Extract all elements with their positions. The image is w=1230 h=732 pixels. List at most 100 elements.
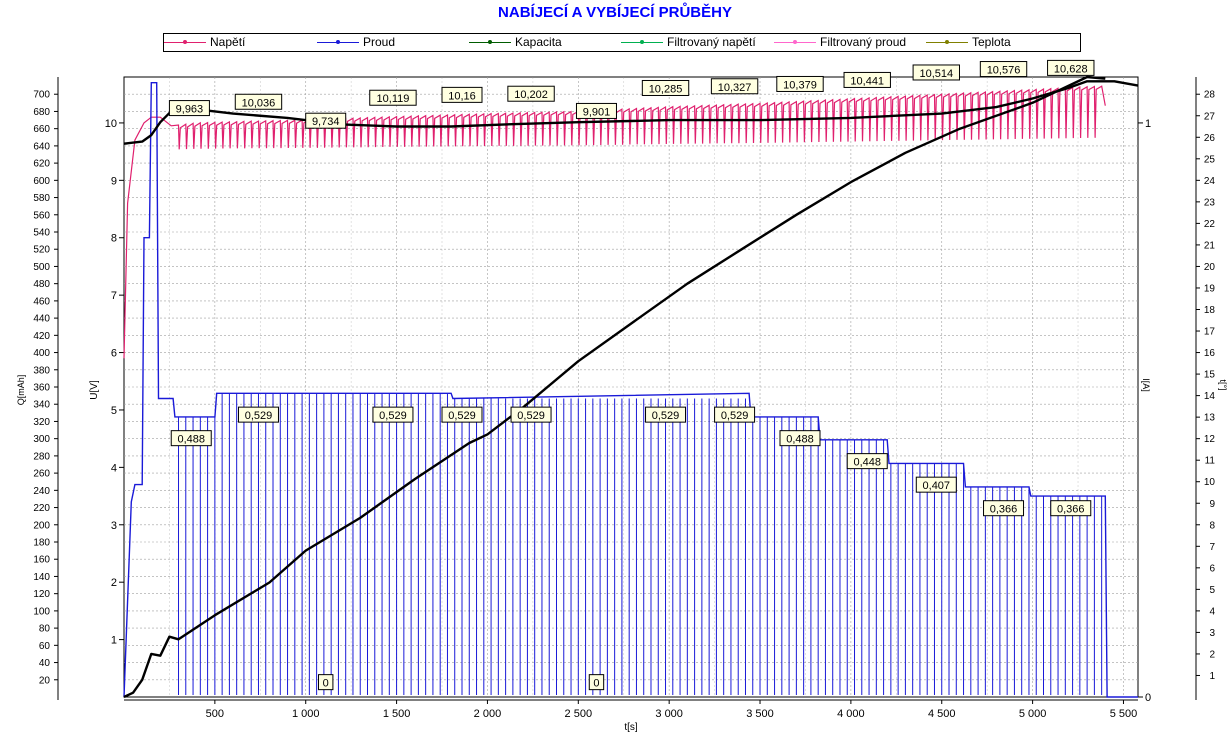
x-axis-tick-label: 2 500	[565, 708, 593, 720]
t-axis-tick-label: 24	[1204, 176, 1216, 187]
t-axis-tick-label: 14	[1204, 391, 1216, 402]
voltage-label: 10,327	[718, 82, 752, 94]
series-proud	[123, 81, 1138, 698]
q-axis-tick-label: 120	[33, 589, 50, 600]
series-proud-dropouts	[178, 393, 1103, 695]
series-teplota	[123, 80, 1139, 145]
current-label: 0,366	[990, 504, 1018, 516]
current-label: 0,488	[786, 434, 814, 446]
x-axis-title: t[s]	[624, 722, 638, 732]
voltage-label-box	[369, 89, 417, 106]
current-label: 0,366	[1057, 504, 1085, 516]
voltage-label-box	[507, 85, 555, 102]
voltage-label: 10,285	[649, 83, 683, 95]
q-axis-tick-label: 160	[33, 555, 50, 566]
voltage-label: 10,628	[1054, 63, 1088, 75]
chart-legend: Napětí Proud Kapacita Filtrovaný napětí Filt…	[163, 33, 1081, 52]
voltage-label-box	[912, 64, 960, 81]
t-axis-tick-label: 28	[1204, 90, 1216, 101]
q-axis-tick-label: 360	[33, 383, 50, 394]
current-label-box	[983, 500, 1025, 517]
chart-title: NABÍJECÍ A VYBÍJECÍ PRŮBĚHY	[498, 4, 732, 21]
q-axis-tick-label: 340	[33, 400, 50, 411]
current-label: 0,529	[652, 410, 680, 422]
q-axis-tick-label: 460	[33, 296, 50, 307]
q-axis-tick-label: 540	[33, 228, 50, 239]
q-axis-tick-label: 40	[39, 658, 51, 669]
current-label-box	[510, 406, 552, 423]
t-axis-tick-label: 13	[1204, 413, 1216, 424]
q-axis-tick-label: 700	[33, 90, 50, 101]
q-axis-tick-label: 200	[33, 520, 50, 531]
i-axis-title: I[A]	[1141, 378, 1151, 392]
t-axis-tick-label: 17	[1204, 327, 1216, 338]
x-axis-tick-label: 3 500	[746, 708, 774, 720]
q-axis-tick-label: 300	[33, 434, 50, 445]
x-axis-tick-label: 1 500	[383, 708, 411, 720]
t-axis-tick-label: 6	[1209, 563, 1215, 574]
i-axis-tick-label: 1	[1145, 118, 1151, 130]
t-axis-tick-label: 19	[1204, 283, 1216, 294]
legend-item: Filtrovaný napětí	[621, 35, 756, 50]
t-axis-tick-label: 8	[1209, 520, 1215, 531]
x-axis-tick-label: 4 500	[928, 708, 956, 720]
voltage-label-box	[979, 61, 1028, 78]
u-axis-tick-label: 7	[111, 290, 117, 302]
u-axis-tick-label: 10	[105, 118, 117, 130]
voltage-label-box	[305, 112, 347, 129]
t-axis-tick-label: 11	[1205, 456, 1216, 467]
q-axis-tick-label: 680	[33, 107, 50, 118]
t-axis-tick-label: 4	[1209, 606, 1215, 617]
voltage-label-box	[710, 78, 759, 95]
current-label-box	[779, 430, 821, 447]
q-axis-tick-label: 380	[33, 365, 50, 376]
t-axis-tick-label: 9	[1209, 499, 1215, 510]
legend-swatch	[469, 35, 511, 50]
x-axis-tick-label: 500	[206, 708, 224, 720]
current-label: 0,529	[448, 410, 476, 422]
legend-item: Filtrovaný proud	[774, 35, 906, 50]
t-axis-tick-label: 12	[1204, 434, 1216, 445]
voltage-label: 10,576	[987, 65, 1021, 77]
voltage-label: 10,16	[448, 90, 476, 102]
x-axis-tick-label: 1 000	[292, 708, 320, 720]
t-axis-tick-label: 27	[1204, 111, 1216, 122]
q-axis-tick-label: 180	[33, 538, 50, 549]
current-label: 0,529	[379, 410, 407, 422]
t-axis-tick-label: 10	[1204, 477, 1216, 488]
t-axis-title: t[°]	[1218, 379, 1228, 390]
voltage-label: 10,379	[783, 79, 817, 91]
q-axis-tick-label: 80	[39, 624, 51, 635]
t-axis-tick-label: 23	[1204, 197, 1216, 208]
q-axis-tick-label: 560	[33, 210, 50, 221]
legend-label: Filtrovaný proud	[820, 35, 907, 49]
q-axis-tick-label: 320	[33, 417, 50, 428]
t-axis-tick-label: 25	[1204, 154, 1216, 165]
series-napeti	[123, 85, 1106, 359]
legend-label: Teplota	[972, 35, 1011, 49]
t-axis-tick-label: 1	[1209, 671, 1215, 682]
t-axis-tick-label: 21	[1204, 240, 1216, 251]
current-label-box	[846, 453, 888, 470]
t-axis-tick-label: 2	[1209, 649, 1215, 660]
voltage-label: 10,119	[377, 93, 410, 105]
voltage-label-box	[441, 86, 483, 103]
u-axis-tick-label: 2	[111, 577, 117, 589]
u-axis-title: U[V]	[89, 380, 100, 400]
t-axis-tick-label: 26	[1204, 133, 1216, 144]
u-axis-tick-label: 4	[111, 462, 117, 474]
t-axis-tick-label: 5	[1209, 585, 1215, 596]
legend-item: Kapacita	[469, 35, 562, 50]
voltage-label-box	[168, 100, 210, 117]
voltage-label: 9,901	[583, 106, 611, 118]
q-axis-tick-label: 220	[33, 503, 50, 514]
q-axis-tick-label: 400	[33, 348, 50, 359]
q-axis-tick-label: 20	[39, 675, 51, 686]
q-axis-tick-label: 580	[33, 193, 50, 204]
q-axis-tick-label: 440	[33, 314, 50, 325]
current-label: 0,529	[245, 410, 273, 422]
x-axis-tick-label: 5 500	[1110, 708, 1138, 720]
voltage-label-box	[234, 93, 283, 110]
legend-swatch	[926, 35, 968, 50]
